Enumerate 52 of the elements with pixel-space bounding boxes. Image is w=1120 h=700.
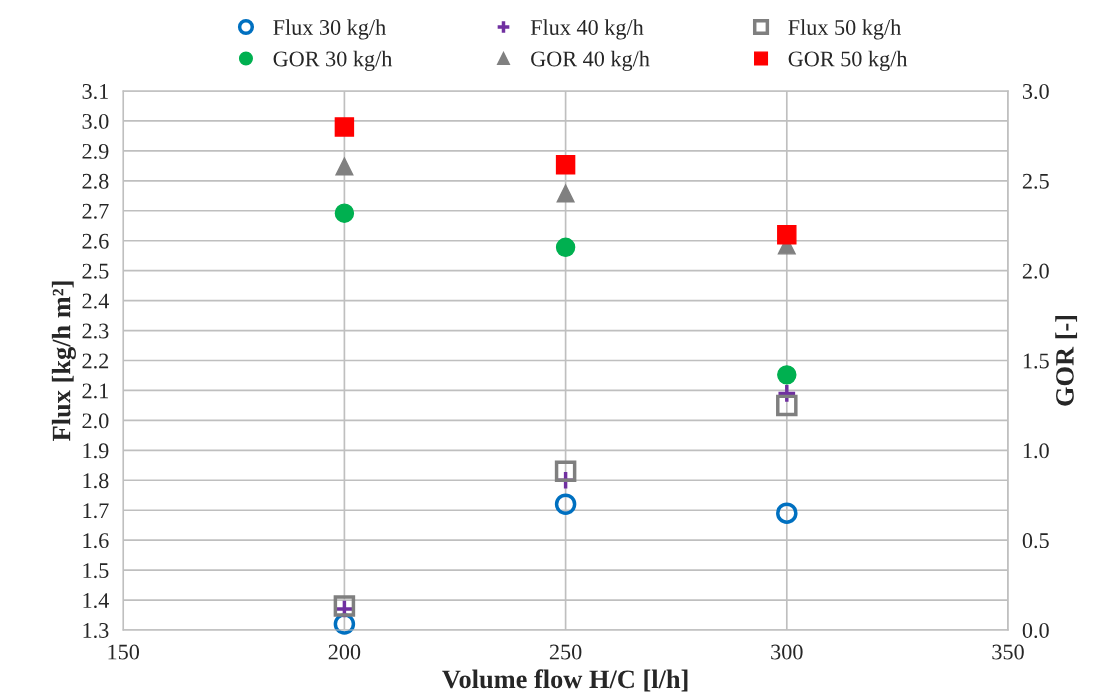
y2-tick-label: 1.5 — [1023, 353, 1049, 369]
x-tick-label: 300 — [771, 644, 803, 660]
y2-tick-label: 2.0 — [1022, 263, 1049, 279]
x-tick-label: 150 — [108, 644, 140, 660]
point — [556, 184, 575, 203]
y-tick-label: 1.3 — [83, 622, 109, 639]
x-axis-title: Volume flow H/C [l/h] — [442, 669, 688, 692]
point — [776, 502, 798, 524]
y-tick-label: 2.1 — [82, 383, 108, 399]
y-tick-label: 1.8 — [83, 473, 109, 489]
y-tick-label: 2.8 — [82, 173, 109, 189]
y-tick-label: 1.6 — [83, 533, 109, 549]
point — [554, 493, 577, 515]
y-tick-label: 2.7 — [82, 203, 109, 219]
legend-label: GOR 30 kg/h — [273, 50, 393, 71]
y-tick-label: 1.7 — [83, 503, 109, 519]
y-tick-label: 2.3 — [82, 323, 109, 339]
legend-label: Flux 30 kg/h — [273, 19, 386, 40]
x-tick-label: 350 — [992, 644, 1024, 660]
y2-axis-title: GOR [-] — [1055, 315, 1078, 406]
y-tick-label: 2.0 — [82, 413, 109, 429]
y-tick-label: 2.5 — [82, 263, 109, 279]
y-tick-label: 3.0 — [82, 113, 109, 129]
y-tick-label: 1.9 — [83, 443, 109, 459]
y-tick-label: 3.1 — [82, 83, 108, 100]
point — [335, 157, 354, 176]
legend-label: GOR 40 kg/h — [531, 50, 650, 71]
y2-tick-label: 2.5 — [1022, 173, 1049, 189]
point — [554, 460, 577, 483]
point — [777, 225, 797, 245]
y-tick-label: 1.4 — [83, 593, 109, 609]
point — [555, 237, 576, 258]
point — [776, 394, 798, 417]
point — [555, 154, 576, 175]
legend-label: Flux 50 kg/h — [788, 19, 902, 40]
legend-label: GOR 50 kg/h — [788, 50, 908, 71]
y-tick-label: 1.5 — [83, 563, 109, 579]
y2-tick-label: 3.0 — [1022, 83, 1049, 100]
y2-tick-label: 0.0 — [1022, 622, 1049, 639]
y-tick-label: 2.2 — [82, 353, 109, 369]
y2-tick-label: 0.5 — [1022, 533, 1049, 549]
point — [334, 203, 355, 223]
legend-label: Flux 40 kg/h — [530, 19, 644, 40]
x-tick-label: 200 — [328, 644, 361, 660]
y-tick-label: 2.4 — [82, 293, 109, 309]
point — [334, 117, 355, 137]
x-tick-label: 250 — [549, 644, 582, 660]
y-tick-label: 2.6 — [82, 233, 109, 249]
y2-tick-label: 1.0 — [1023, 443, 1049, 459]
y-tick-label: 2.9 — [82, 143, 109, 159]
y-axis-title: Flux [kg/h m²] — [51, 281, 76, 441]
point — [777, 365, 797, 385]
